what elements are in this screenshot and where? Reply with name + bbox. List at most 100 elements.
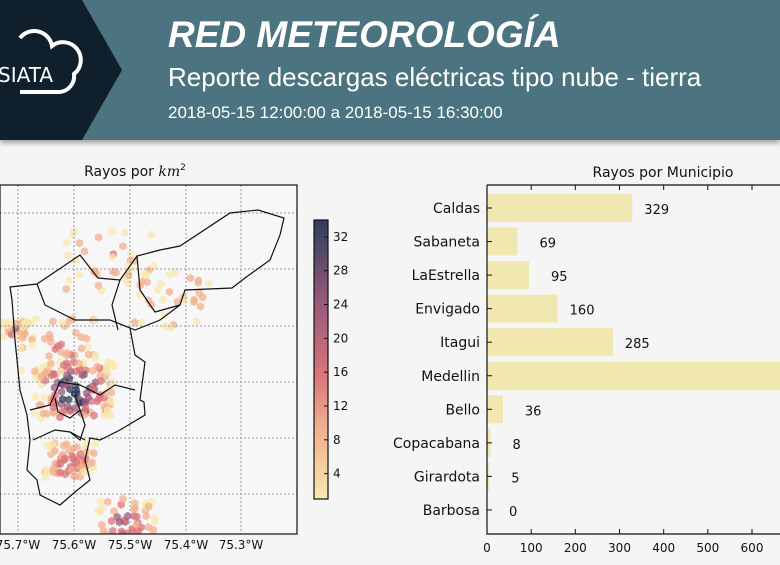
hexbin-cell	[39, 409, 47, 418]
hexbin-cell	[40, 392, 48, 402]
hexbin-cell	[161, 310, 169, 319]
hexbin-cell	[123, 529, 132, 534]
hexbin-cell	[147, 230, 155, 239]
hexbin-cell	[107, 388, 115, 397]
category-label: Girardota	[414, 469, 480, 485]
hexbin-cell	[49, 403, 57, 412]
hexbin-cell	[51, 370, 59, 379]
hexbin-cell	[65, 395, 73, 404]
hexbin-cell	[109, 526, 117, 534]
hexbin-cell	[145, 502, 153, 511]
hexbin-cell	[130, 505, 138, 514]
hexbin-cell	[37, 372, 45, 381]
hexbin-cell	[21, 329, 29, 339]
hexbin-cell	[108, 227, 116, 236]
hexbin-cell	[80, 247, 89, 256]
category-label: Bello	[445, 402, 480, 418]
siata-cloud-logo	[18, 29, 83, 94]
hexbin-cell	[43, 366, 52, 375]
hexbin-cell	[63, 238, 71, 247]
hexbin-cell	[22, 318, 30, 327]
boundary-copacabana	[111, 279, 121, 331]
lon-tick-label: 75.4°W	[164, 538, 209, 552]
hexbin-cell	[157, 279, 165, 289]
hexbin-cell	[131, 499, 139, 508]
colorbar-tick-label: 8	[333, 433, 341, 447]
hexbin-cell	[190, 297, 198, 307]
hexbin-cell	[64, 250, 72, 260]
hexbin-cell	[31, 392, 39, 401]
municipality-boundaries	[9, 209, 285, 506]
bar-sabaneta	[487, 227, 518, 256]
hexbin-cell	[57, 367, 65, 376]
hexbin-cell	[94, 281, 103, 290]
colorbar: 4 8 12 16 20 24 28 32	[313, 219, 348, 500]
hexbin-cell	[117, 527, 126, 534]
hexbin-cell	[92, 354, 100, 363]
hexbin-cell	[154, 285, 162, 294]
colorbar-tick-label: 12	[333, 399, 348, 413]
colorbar-tick-label: 16	[333, 365, 348, 379]
hexbin-cell	[193, 317, 201, 326]
hexbin-cell	[83, 334, 91, 343]
hexbin-cell	[84, 350, 93, 359]
hexbin-cell	[81, 403, 89, 412]
boundary-envigado	[69, 409, 86, 442]
hexbin-cell	[88, 458, 96, 467]
hexbin-cell	[75, 238, 83, 248]
category-label: Barbosa	[423, 503, 480, 519]
bar-axes	[486, 184, 780, 535]
colorbar-gradient	[313, 219, 329, 500]
bar-bello	[487, 395, 503, 424]
hexbin-cell	[142, 511, 150, 521]
hexbin-cell	[199, 293, 207, 302]
category-label: Sabaneta	[414, 235, 481, 251]
hexbin-cell	[93, 362, 102, 371]
hexbin-cell	[42, 468, 50, 477]
hexbin-cell	[93, 397, 101, 406]
bar-value-label: 285	[625, 337, 650, 352]
hexbin-cell	[165, 287, 174, 297]
colorbar-tick-label: 28	[333, 264, 348, 278]
lon-tick-label: 75.7°W	[0, 538, 40, 552]
hexbin-cell	[46, 333, 54, 343]
hexbin-cell	[32, 314, 40, 323]
category-label: Itagui	[440, 335, 480, 351]
map-title: Rayos por km2	[84, 163, 186, 180]
hexbin-cell	[127, 249, 135, 258]
bar-value-label: 8	[513, 438, 521, 453]
hexbin-cell	[147, 300, 155, 309]
hexbin-cell	[103, 367, 111, 376]
hexbin-cell	[90, 411, 98, 420]
hexbin-cell	[151, 517, 159, 526]
category-label: LaEstrella	[412, 268, 480, 284]
hexbin-cell	[98, 520, 106, 530]
hexbin-cell	[96, 497, 104, 506]
hexbin-cell	[68, 465, 76, 474]
hexbin-cell	[82, 397, 90, 406]
bar-itagui	[487, 328, 613, 357]
hexbin-cell	[45, 351, 53, 361]
hexbin-cell	[108, 253, 116, 262]
hexbin-cell	[63, 348, 72, 358]
hexbin-cell	[69, 444, 78, 453]
category-label: Medellin	[421, 369, 480, 385]
hexbin-cell	[108, 516, 116, 526]
hexbin-cell	[71, 255, 79, 265]
x-tick-label: 0	[483, 541, 491, 555]
hexbin-cell	[159, 295, 167, 304]
hexbin-cell	[47, 359, 55, 368]
hexbin-cell	[119, 494, 127, 504]
colorbar-tick-label: 4	[333, 467, 341, 481]
bar-caldas	[487, 194, 633, 222]
hexbin-cell	[110, 507, 118, 516]
hexbin-cell	[3, 321, 11, 330]
hexbin-cell	[204, 279, 213, 288]
x-tick-label: 500	[696, 541, 719, 555]
hexbin-cell	[90, 449, 98, 458]
x-tick-label: 200	[564, 541, 587, 555]
bar-envigado	[487, 294, 558, 323]
hexbin-cell	[75, 270, 83, 280]
hexbin-cell	[31, 409, 39, 418]
hexbin-cell	[95, 233, 103, 242]
